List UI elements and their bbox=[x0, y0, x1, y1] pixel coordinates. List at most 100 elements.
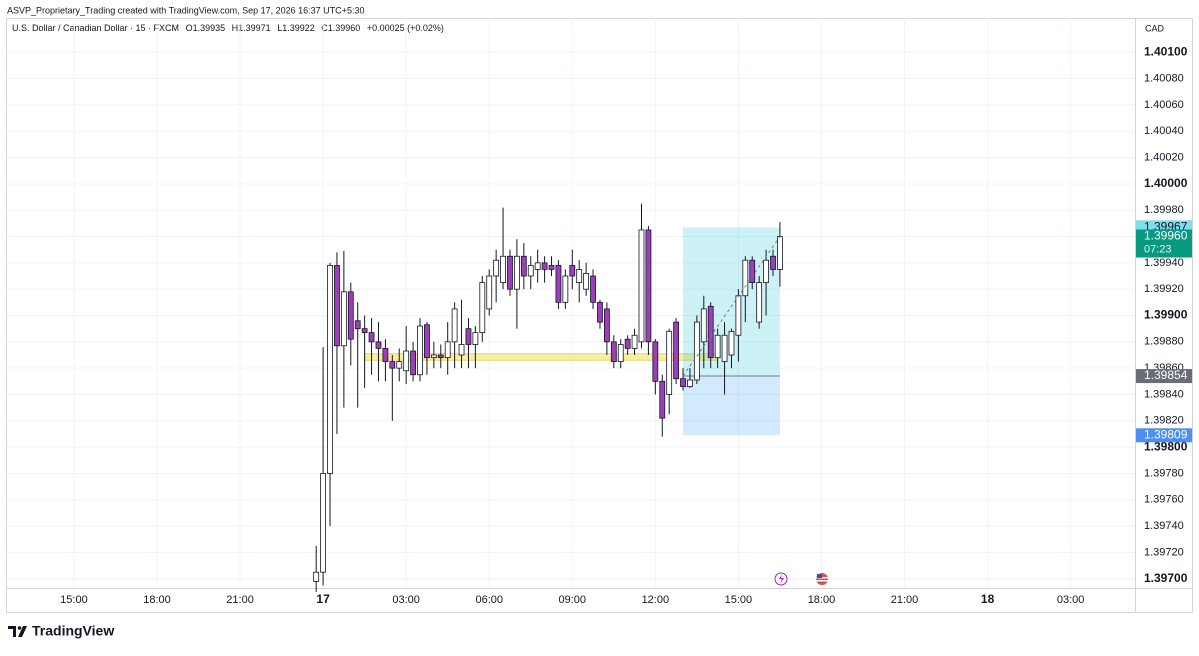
candle-body bbox=[548, 265, 555, 270]
candle-body bbox=[610, 341, 617, 362]
candle-body bbox=[735, 295, 742, 336]
candle-body bbox=[340, 291, 347, 347]
ohlc: L1.39922 bbox=[277, 23, 315, 33]
candle-body bbox=[562, 275, 569, 303]
x-tick-label: 09:00 bbox=[559, 594, 587, 606]
candle-body bbox=[590, 275, 596, 303]
x-tick-label: 18:00 bbox=[808, 594, 836, 606]
candle-body bbox=[714, 334, 721, 359]
candle-body bbox=[603, 308, 610, 343]
currency: CAD bbox=[1145, 23, 1165, 33]
logo: TradingView bbox=[8, 623, 114, 639]
candle-body bbox=[465, 328, 472, 345]
x-tick-label: 21:00 bbox=[226, 594, 254, 606]
ohlc: H1.39971 bbox=[232, 23, 271, 33]
y-tick-label: 1.39800 bbox=[1144, 439, 1188, 453]
candle-body bbox=[375, 341, 382, 349]
candle-body bbox=[382, 348, 389, 362]
candle-body bbox=[520, 255, 527, 277]
credit: ASVP_Proprietary_Trading created with Tr… bbox=[7, 5, 364, 15]
candle-body bbox=[327, 265, 333, 474]
candle-body bbox=[742, 259, 749, 297]
candle-body bbox=[347, 291, 354, 340]
y-tick-label: 1.39920 bbox=[1144, 283, 1184, 295]
candle-body bbox=[507, 255, 513, 290]
candle-body bbox=[693, 321, 700, 381]
y-tick-label: 1.39940 bbox=[1144, 257, 1184, 269]
stop-box bbox=[1136, 428, 1192, 443]
candle-body bbox=[534, 262, 541, 270]
candle-body bbox=[576, 269, 583, 283]
x-tick-label: 15:00 bbox=[725, 594, 753, 606]
candle-body bbox=[777, 236, 783, 270]
candle-body bbox=[749, 259, 756, 283]
candle-body bbox=[645, 229, 652, 343]
change: +0.00025 (+0.02%) bbox=[367, 23, 444, 33]
last-price-label: 1.39960 bbox=[1144, 229, 1188, 243]
candle-body bbox=[541, 262, 548, 270]
y-tick-label: 1.40040 bbox=[1144, 125, 1184, 137]
y-tick-label: 1.39880 bbox=[1144, 336, 1184, 348]
y-tick-label: 1.39700 bbox=[1144, 571, 1188, 585]
x-tick-label: 21:00 bbox=[891, 594, 919, 606]
y-tick-label: 1.40000 bbox=[1144, 176, 1188, 190]
candle-body bbox=[728, 330, 735, 356]
event-icons bbox=[774, 572, 828, 586]
symbol: U.S. Dollar / Canadian Dollar · 15 · FXC… bbox=[12, 23, 179, 33]
x-tick-label: 18:00 bbox=[143, 594, 171, 606]
brand: TradingView bbox=[32, 623, 114, 639]
candle-body bbox=[583, 272, 590, 290]
frame bbox=[6, 18, 1193, 613]
candle-body bbox=[361, 328, 368, 334]
candle-body bbox=[493, 259, 500, 277]
candle-body bbox=[444, 341, 451, 359]
ohlc: C1.39960 bbox=[321, 23, 360, 33]
stop-area bbox=[683, 376, 780, 436]
symbol-legend: U.S. Dollar / Canadian Dollar · 15 · FXC… bbox=[12, 23, 444, 33]
y-tick-label: 1.39980 bbox=[1144, 204, 1184, 216]
entry-label: 1.39854 bbox=[1144, 368, 1188, 382]
candle-body bbox=[437, 354, 444, 359]
y-tick-label: 1.40020 bbox=[1144, 151, 1184, 163]
candle-body bbox=[313, 571, 320, 582]
candle-body bbox=[368, 332, 375, 343]
candle-body bbox=[514, 255, 520, 290]
candle-body bbox=[638, 229, 645, 343]
candle-body bbox=[763, 259, 769, 283]
entry-box bbox=[1136, 369, 1192, 384]
candle-body bbox=[721, 334, 728, 362]
y-tick-label: 1.39720 bbox=[1144, 546, 1184, 558]
candle-body bbox=[617, 344, 624, 362]
ohlc: O1.39935 bbox=[186, 23, 226, 33]
y-tick-label: 1.40100 bbox=[1144, 44, 1188, 58]
candle-body bbox=[451, 308, 458, 343]
trade-line bbox=[682, 236, 781, 377]
candle-body bbox=[569, 265, 576, 277]
candle-body bbox=[700, 308, 707, 343]
candle-body bbox=[624, 338, 631, 349]
y-tick-label: 1.39840 bbox=[1144, 388, 1184, 400]
candle-body bbox=[659, 380, 666, 419]
candle-body bbox=[479, 282, 486, 334]
candle-body bbox=[458, 344, 465, 356]
candle-body bbox=[687, 379, 693, 387]
candle-body bbox=[707, 305, 714, 359]
y-tick-label: 1.40080 bbox=[1144, 72, 1184, 84]
candle-body bbox=[527, 265, 534, 277]
y-tick-label: 1.39780 bbox=[1144, 467, 1184, 479]
candle-body bbox=[673, 321, 680, 380]
x-tick-label: 17 bbox=[316, 592, 330, 606]
candle-body bbox=[472, 332, 479, 345]
candle-body bbox=[555, 265, 562, 303]
candle-body bbox=[389, 361, 396, 369]
y-tick-label: 1.40060 bbox=[1144, 99, 1184, 111]
y-tick-label: 1.39900 bbox=[1144, 308, 1188, 322]
stop-label: 1.39809 bbox=[1144, 427, 1188, 441]
candle-body bbox=[430, 354, 437, 359]
candle-body bbox=[403, 350, 410, 372]
candle-body bbox=[320, 473, 327, 573]
x-tick-label: 03:00 bbox=[392, 594, 420, 606]
candle-body bbox=[417, 325, 423, 376]
x-tick-label: 12:00 bbox=[642, 594, 670, 606]
